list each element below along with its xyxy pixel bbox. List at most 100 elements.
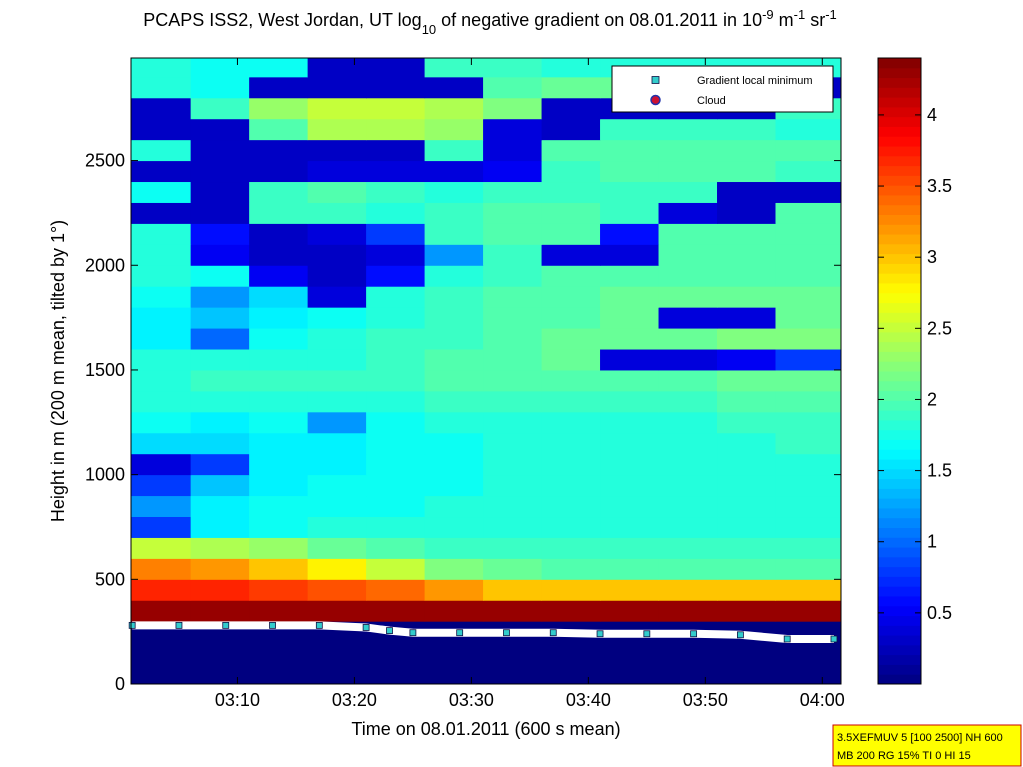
heatmap-cell xyxy=(366,453,426,476)
heatmap-cell xyxy=(658,286,718,308)
heatmap-cell xyxy=(775,432,842,455)
heatmap-cell xyxy=(307,453,367,476)
colorbar-swatch xyxy=(878,77,921,88)
heatmap-cell xyxy=(190,139,250,162)
y-tick-label: 0 xyxy=(115,674,125,694)
colorbar-swatch xyxy=(878,351,921,362)
heatmap-cell xyxy=(249,76,309,99)
heatmap-cell xyxy=(600,537,660,559)
heatmap-cell xyxy=(249,265,309,287)
heatmap-cell xyxy=(190,58,250,78)
heatmap-cell xyxy=(424,642,484,664)
heatmap-cell xyxy=(775,474,842,497)
heatmap-cell xyxy=(600,369,660,392)
heatmap-cell xyxy=(600,579,660,601)
heatmap-cell xyxy=(541,663,601,685)
colorbar-swatch xyxy=(878,566,921,577)
heatmap-cell xyxy=(717,369,776,392)
annotation-text: 3.5XEFMUV 5 [100 2500] NH 600 xyxy=(837,732,1003,744)
heatmap-cell xyxy=(307,579,367,601)
heatmap-cell xyxy=(307,516,367,538)
heatmap-cell xyxy=(424,579,484,601)
heatmap-cell xyxy=(366,663,426,685)
heatmap-cell xyxy=(366,76,426,99)
heatmap-cell xyxy=(190,97,250,120)
heatmap-cell xyxy=(600,328,660,350)
colorbar-swatch xyxy=(878,116,921,127)
heatmap-cell xyxy=(190,516,250,538)
heatmap-cell xyxy=(717,411,776,434)
heatmap-cell xyxy=(249,516,309,538)
colorbar-swatch xyxy=(878,586,921,597)
heatmap-cell xyxy=(600,244,660,266)
heatmap-cell xyxy=(249,642,309,664)
heatmap-cell xyxy=(249,369,309,392)
colorbar-swatch xyxy=(878,253,921,264)
heatmap-cell xyxy=(658,181,718,203)
heatmap-cell xyxy=(424,265,484,287)
heatmap-cell xyxy=(483,181,543,203)
heatmap-cell xyxy=(307,558,367,580)
heatmap-cell xyxy=(249,328,309,350)
colorbar-swatch xyxy=(878,380,921,392)
heatmap-cell xyxy=(600,181,660,203)
heatmap-cell xyxy=(775,411,842,434)
heatmap-cell xyxy=(658,307,718,329)
title-part: PCAPS ISS2, West Jordan, UT log xyxy=(143,10,421,30)
heatmap-cell xyxy=(424,558,484,580)
heatmap-cell xyxy=(249,244,309,266)
heatmap-cell xyxy=(717,495,776,518)
heatmap-cell xyxy=(658,390,718,413)
heatmap-cell xyxy=(424,328,484,350)
heatmap-cell xyxy=(658,579,718,601)
heatmap-cell xyxy=(717,181,776,203)
heatmap-cell xyxy=(717,286,776,308)
heatmap-cell xyxy=(249,118,309,141)
heatmap-cell xyxy=(717,202,776,224)
heatmap-cell xyxy=(190,537,250,559)
heatmap-cell xyxy=(366,600,426,622)
colorbar-swatch xyxy=(878,165,921,176)
heatmap-cell xyxy=(483,244,543,266)
y-axis-label: Height in m (200 m mean, tilted by 1°) xyxy=(48,220,68,522)
heatmap-cell xyxy=(424,537,484,559)
heatmap-cell xyxy=(658,244,718,266)
series-marker xyxy=(830,635,838,643)
heatmap-cell xyxy=(307,328,367,350)
heatmap-cell xyxy=(131,223,192,245)
colorbar-swatch xyxy=(878,322,921,333)
heatmap-cell xyxy=(658,160,718,183)
colorbar-swatch xyxy=(878,400,921,411)
y-tick-label: 2500 xyxy=(85,151,125,171)
heatmap-cell xyxy=(541,244,601,266)
title-part: of negative gradient on 08.01.2011 in 10 xyxy=(436,10,762,30)
heatmap-cell xyxy=(366,139,426,162)
heatmap-cell xyxy=(366,369,426,392)
heatmap-cell xyxy=(717,579,776,601)
heatmap-cell xyxy=(131,558,192,580)
heatmap-cell xyxy=(483,286,543,308)
colorbar-swatch xyxy=(878,87,921,98)
heatmap-cell xyxy=(541,600,601,622)
x-tick-label: 03:50 xyxy=(683,690,728,710)
annotation-box: 3.5XEFMUV 5 [100 2500] NH 600 MB 200 RG … xyxy=(832,724,1022,767)
heatmap-cell xyxy=(658,558,718,580)
heatmap-cell xyxy=(131,328,192,350)
heatmap-cell xyxy=(307,600,367,622)
heatmap-cell xyxy=(366,642,426,664)
heatmap-cell xyxy=(424,453,484,476)
heatmap-cell xyxy=(366,516,426,538)
heatmap-cell xyxy=(541,328,601,350)
heatmap-cell xyxy=(249,453,309,476)
heatmap-cell xyxy=(190,286,250,308)
heatmap-cell xyxy=(190,118,250,141)
heatmap-cell xyxy=(424,307,484,329)
heatmap-cell xyxy=(717,139,776,162)
heatmap-cell xyxy=(249,390,309,413)
heatmap-cell xyxy=(600,411,660,434)
heatmap-cell xyxy=(249,558,309,580)
heatmap-cell xyxy=(424,181,484,203)
heatmap-cell xyxy=(190,76,250,99)
heatmap-cell xyxy=(600,474,660,497)
heatmap-cell xyxy=(131,579,192,601)
